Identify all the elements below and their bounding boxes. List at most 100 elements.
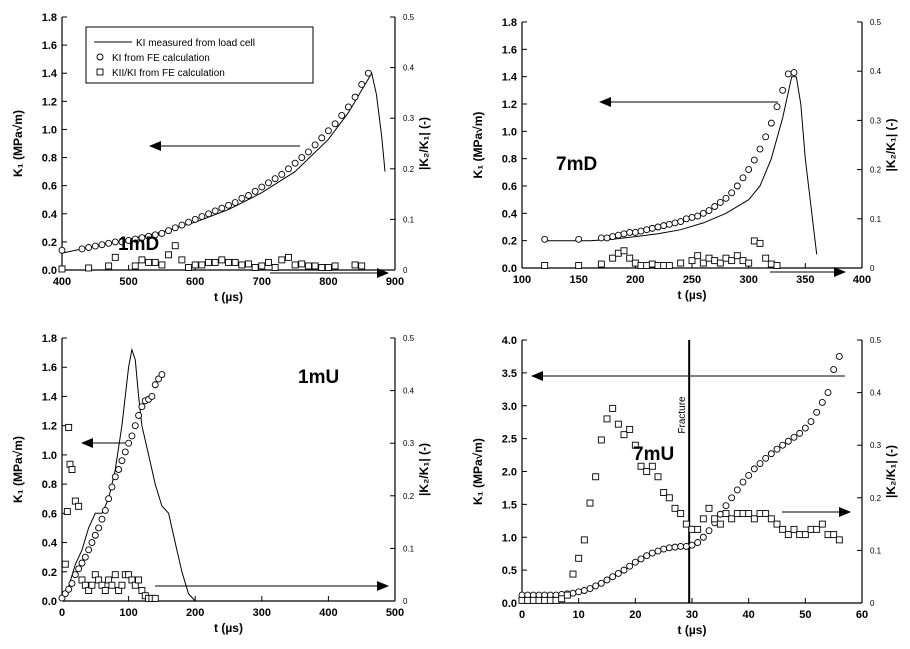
data-point-kii-ki-ratio xyxy=(238,261,246,269)
data-point-kii-ki-ratio xyxy=(135,576,143,584)
chart-panel-7mU: 0 10 20 30 40 50 60 0.0 0.5 1.0 1.5 2.0 2.5 3.0 3.5 4.0… xyxy=(471,335,898,637)
data-point-ki-fe xyxy=(158,371,166,378)
y-tick-label: 0.4 xyxy=(42,209,58,221)
data-point-ki-fe xyxy=(225,201,232,209)
data-point-ki-fe xyxy=(218,204,226,212)
data-point-kii-ki-ratio xyxy=(318,264,326,271)
data-point-kii-ki-ratio xyxy=(830,531,838,539)
data-point-kii-ki-ratio xyxy=(699,259,707,267)
data-point-ki-fe xyxy=(318,134,326,142)
data-point-kii-ki-ratio xyxy=(665,494,673,502)
data-point-kii-ki-ratio xyxy=(524,596,532,604)
y2-tick-label: 0 xyxy=(403,266,408,275)
data-point-ki-fe xyxy=(773,445,781,453)
data-point-ki-fe xyxy=(265,179,272,187)
data-point-kii-ki-ratio xyxy=(324,264,332,271)
data-point-kii-ki-ratio xyxy=(304,262,312,270)
x-tick-label: 400 xyxy=(853,274,871,286)
data-point-ki-fe xyxy=(238,194,246,202)
data-point-kii-ki-ratio xyxy=(178,256,186,264)
data-point-ki-fe xyxy=(271,175,279,183)
data-point-kii-ki-ratio xyxy=(88,581,96,589)
data-point-kii-ki-ratio xyxy=(535,596,543,604)
data-point-ki-fe xyxy=(68,580,76,587)
x-tick-label: 900 xyxy=(386,276,404,288)
data-point-kii-ki-ratio xyxy=(145,258,153,266)
fracture-annotation: Fracture xyxy=(677,396,688,434)
y-tick-label: 0.0 xyxy=(502,598,517,610)
data-point-ki-fe xyxy=(620,230,628,238)
x-tick-label: 300 xyxy=(739,274,757,286)
x-tick-label: 400 xyxy=(53,276,71,288)
data-point-ki-fe xyxy=(762,133,770,141)
y2-tick-label: 0.2 xyxy=(870,166,882,175)
data-point-kii-ki-ratio xyxy=(597,260,605,268)
chart-panel-1mD: 400 500 600 700 800 900 0.0 0.2 0.4 0.6 0.8 1.0 1.2 1… xyxy=(11,12,431,304)
y2-tick-label: 0.5 xyxy=(403,334,415,343)
y-tick-label: 0.6 xyxy=(42,181,57,193)
data-point-kii-ki-ratio xyxy=(648,462,656,470)
data-point-kii-ki-ratio xyxy=(733,510,741,518)
data-point-ki-fe xyxy=(331,120,339,128)
data-point-ki-fe xyxy=(78,559,86,567)
data-point-ki-fe xyxy=(101,506,109,514)
y2-tick-label: 0.1 xyxy=(870,215,882,224)
y-tick-label: 0.6 xyxy=(42,508,57,520)
data-point-ki-fe xyxy=(198,213,206,221)
data-point-ki-fe xyxy=(739,174,747,182)
data-point-kii-ki-ratio xyxy=(671,504,679,512)
data-point-kii-ki-ratio xyxy=(722,510,730,518)
data-point-ki-fe xyxy=(135,411,143,419)
data-point-kii-ki-ratio xyxy=(688,257,696,265)
x-tick-label: 0 xyxy=(59,607,65,619)
y-tick-label: 0.0 xyxy=(502,263,517,275)
data-point-ki-fe xyxy=(575,235,583,243)
y-tick-label: 0.8 xyxy=(502,154,517,166)
y2-tick-label: 0 xyxy=(870,264,875,273)
data-point-kii-ki-ratio xyxy=(648,260,656,268)
data-point-kii-ki-ratio xyxy=(756,510,764,518)
data-point-kii-ki-ratio xyxy=(592,473,600,481)
x-tick-label: 700 xyxy=(253,276,271,288)
data-point-kii-ki-ratio xyxy=(558,595,566,603)
data-point-kii-ki-ratio xyxy=(101,587,109,594)
y2-axis-label: |K₂/K₁| (-) xyxy=(417,443,431,496)
data-point-ki-fe xyxy=(597,579,605,587)
data-point-kii-ki-ratio xyxy=(529,596,537,604)
data-point-ki-fe xyxy=(665,220,673,228)
data-point-ki-fe xyxy=(830,366,838,374)
data-point-ki-fe xyxy=(191,215,199,223)
data-point-ki-fe xyxy=(125,439,133,447)
data-point-kii-ki-ratio xyxy=(614,249,622,257)
chart-panel-7mD: 100 150 200 250 300 350 400 0.0 0.2 0.4 0.6 0.8 1.0 1… xyxy=(471,17,898,302)
data-point-ki-fe xyxy=(784,437,792,445)
data-point-kii-ki-ratio xyxy=(575,262,583,269)
data-point-kii-ki-ratio xyxy=(824,531,832,539)
data-point-ki-fe xyxy=(118,238,126,246)
data-point-kii-ki-ratio xyxy=(108,581,116,589)
data-point-ki-fe xyxy=(111,238,119,246)
data-point-ki-fe xyxy=(660,222,668,230)
data-point-kii-ki-ratio xyxy=(733,252,741,260)
y-axis-label: K₁ (MPa√m) xyxy=(471,112,485,179)
data-point-kii-ki-ratio xyxy=(631,259,639,267)
data-point-kii-ki-ratio xyxy=(728,257,736,265)
data-point-ki-fe xyxy=(324,127,332,135)
y-tick-label: 1.0 xyxy=(502,126,517,138)
y2-tick-label: 0.4 xyxy=(403,64,415,73)
data-point-kii-ki-ratio xyxy=(546,596,554,604)
x-tick-label: 800 xyxy=(319,276,337,288)
data-point-kii-ki-ratio xyxy=(705,254,713,262)
data-point-kii-ki-ratio xyxy=(739,510,747,518)
data-point-kii-ki-ratio xyxy=(835,536,843,544)
data-point-kii-ki-ratio xyxy=(762,510,770,518)
data-point-ki-fe xyxy=(138,403,146,411)
data-point-ki-fe xyxy=(88,539,96,547)
data-point-kii-ki-ratio xyxy=(688,525,696,533)
data-point-ki-fe xyxy=(131,422,139,430)
data-point-kii-ki-ratio xyxy=(63,508,71,516)
data-point-kii-ki-ratio xyxy=(654,473,662,481)
data-point-kii-ki-ratio xyxy=(541,596,549,604)
data-point-kii-ki-ratio xyxy=(68,466,76,473)
